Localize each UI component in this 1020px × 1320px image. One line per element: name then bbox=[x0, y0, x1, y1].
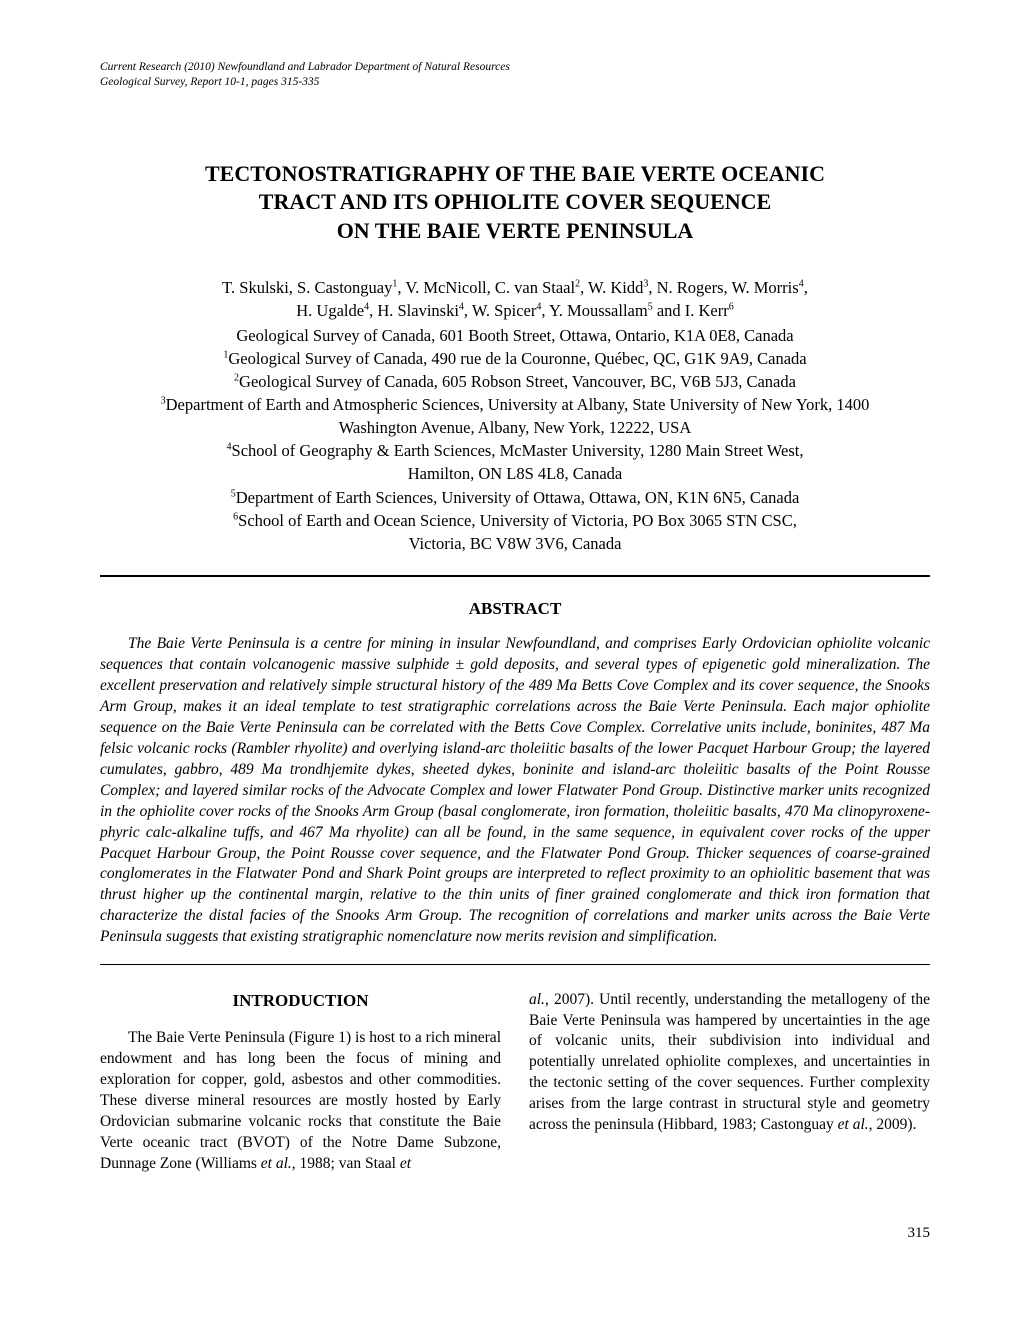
intro-p2-c: et al. bbox=[838, 1116, 869, 1133]
column-left: INTRODUCTION The Baie Verte Peninsula (F… bbox=[100, 990, 501, 1175]
authors-l1-a: T. Skulski, S. Castonguay bbox=[222, 278, 392, 297]
aff-5b: Hamilton, ON L8S 4L8, Canada bbox=[408, 464, 622, 483]
intro-paragraph-1: The Baie Verte Peninsula (Figure 1) is h… bbox=[100, 1028, 501, 1174]
aff-5: School of Geography & Earth Sciences, Mc… bbox=[232, 441, 804, 460]
intro-p1-d: et bbox=[400, 1155, 411, 1172]
citation-line-2: Geological Survey, Report 10-1, pages 31… bbox=[100, 75, 930, 90]
title-line-1: TECTONOSTRATIGRAPHY OF THE BAIE VERTE OC… bbox=[100, 160, 930, 189]
intro-p1-a: The Baie Verte Peninsula (Figure 1) is h… bbox=[100, 1029, 501, 1172]
page-number: 315 bbox=[100, 1225, 930, 1242]
authors-l1-e: , bbox=[804, 278, 808, 297]
abstract-heading: ABSTRACT bbox=[100, 599, 930, 619]
title-line-3: ON THE BAIE VERTE PENINSULA bbox=[100, 217, 930, 246]
authors-l1-b: , V. McNicoll, C. van Staal bbox=[397, 278, 575, 297]
paper-title: TECTONOSTRATIGRAPHY OF THE BAIE VERTE OC… bbox=[100, 160, 930, 246]
aff-4: Department of Earth and Atmospheric Scie… bbox=[166, 395, 870, 414]
aff-2: Geological Survey of Canada, 490 rue de … bbox=[228, 349, 806, 368]
aff-1: Geological Survey of Canada, 601 Booth S… bbox=[236, 326, 793, 345]
authors-l2-b: , H. Slavinski bbox=[369, 301, 459, 320]
body-columns: INTRODUCTION The Baie Verte Peninsula (F… bbox=[100, 990, 930, 1175]
abstract-body: The Baie Verte Peninsula is a centre for… bbox=[100, 634, 930, 948]
authors-l2-c: , W. Spicer bbox=[464, 301, 536, 320]
sup6: 6 bbox=[729, 301, 734, 312]
aff-4b: Washington Avenue, Albany, New York, 122… bbox=[339, 418, 692, 437]
authors-l2-e: and I. Kerr bbox=[653, 301, 729, 320]
affiliations-block: Geological Survey of Canada, 601 Booth S… bbox=[100, 324, 930, 555]
aff-3: Geological Survey of Canada, 605 Robson … bbox=[239, 372, 796, 391]
column-right: al., 2007). Until recently, understandin… bbox=[529, 990, 930, 1136]
authors-block: T. Skulski, S. Castonguay1, V. McNicoll,… bbox=[100, 276, 930, 322]
intro-p2-d: , 2009). bbox=[869, 1116, 917, 1133]
intro-p2-b: , 2007). Until recently, understanding t… bbox=[529, 991, 930, 1134]
citation-line-1: Current Research (2010) Newfoundland and… bbox=[100, 60, 930, 75]
citation-header: Current Research (2010) Newfoundland and… bbox=[100, 60, 930, 90]
authors-l1-d: , N. Rogers, W. Morris bbox=[648, 278, 798, 297]
intro-heading: INTRODUCTION bbox=[100, 990, 501, 1013]
authors-l1-c: , W. Kidd bbox=[580, 278, 643, 297]
intro-paragraph-1-cont: al., 2007). Until recently, understandin… bbox=[529, 990, 930, 1136]
aff-6: Department of Earth Sciences, University… bbox=[236, 488, 800, 507]
title-line-2: TRACT AND ITS OPHIOLITE COVER SEQUENCE bbox=[100, 188, 930, 217]
divider-bottom bbox=[100, 964, 930, 965]
authors-l2-a: H. Ugalde bbox=[296, 301, 364, 320]
authors-l2-d: , Y. Moussallam bbox=[541, 301, 647, 320]
aff-7b: Victoria, BC V8W 3V6, Canada bbox=[409, 534, 622, 553]
intro-p1-b: et al. bbox=[261, 1155, 292, 1172]
intro-p2-a: al. bbox=[529, 991, 545, 1008]
divider-top bbox=[100, 575, 930, 577]
aff-7: School of Earth and Ocean Science, Unive… bbox=[238, 511, 797, 530]
intro-p1-c: , 1988; van Staal bbox=[292, 1155, 400, 1172]
